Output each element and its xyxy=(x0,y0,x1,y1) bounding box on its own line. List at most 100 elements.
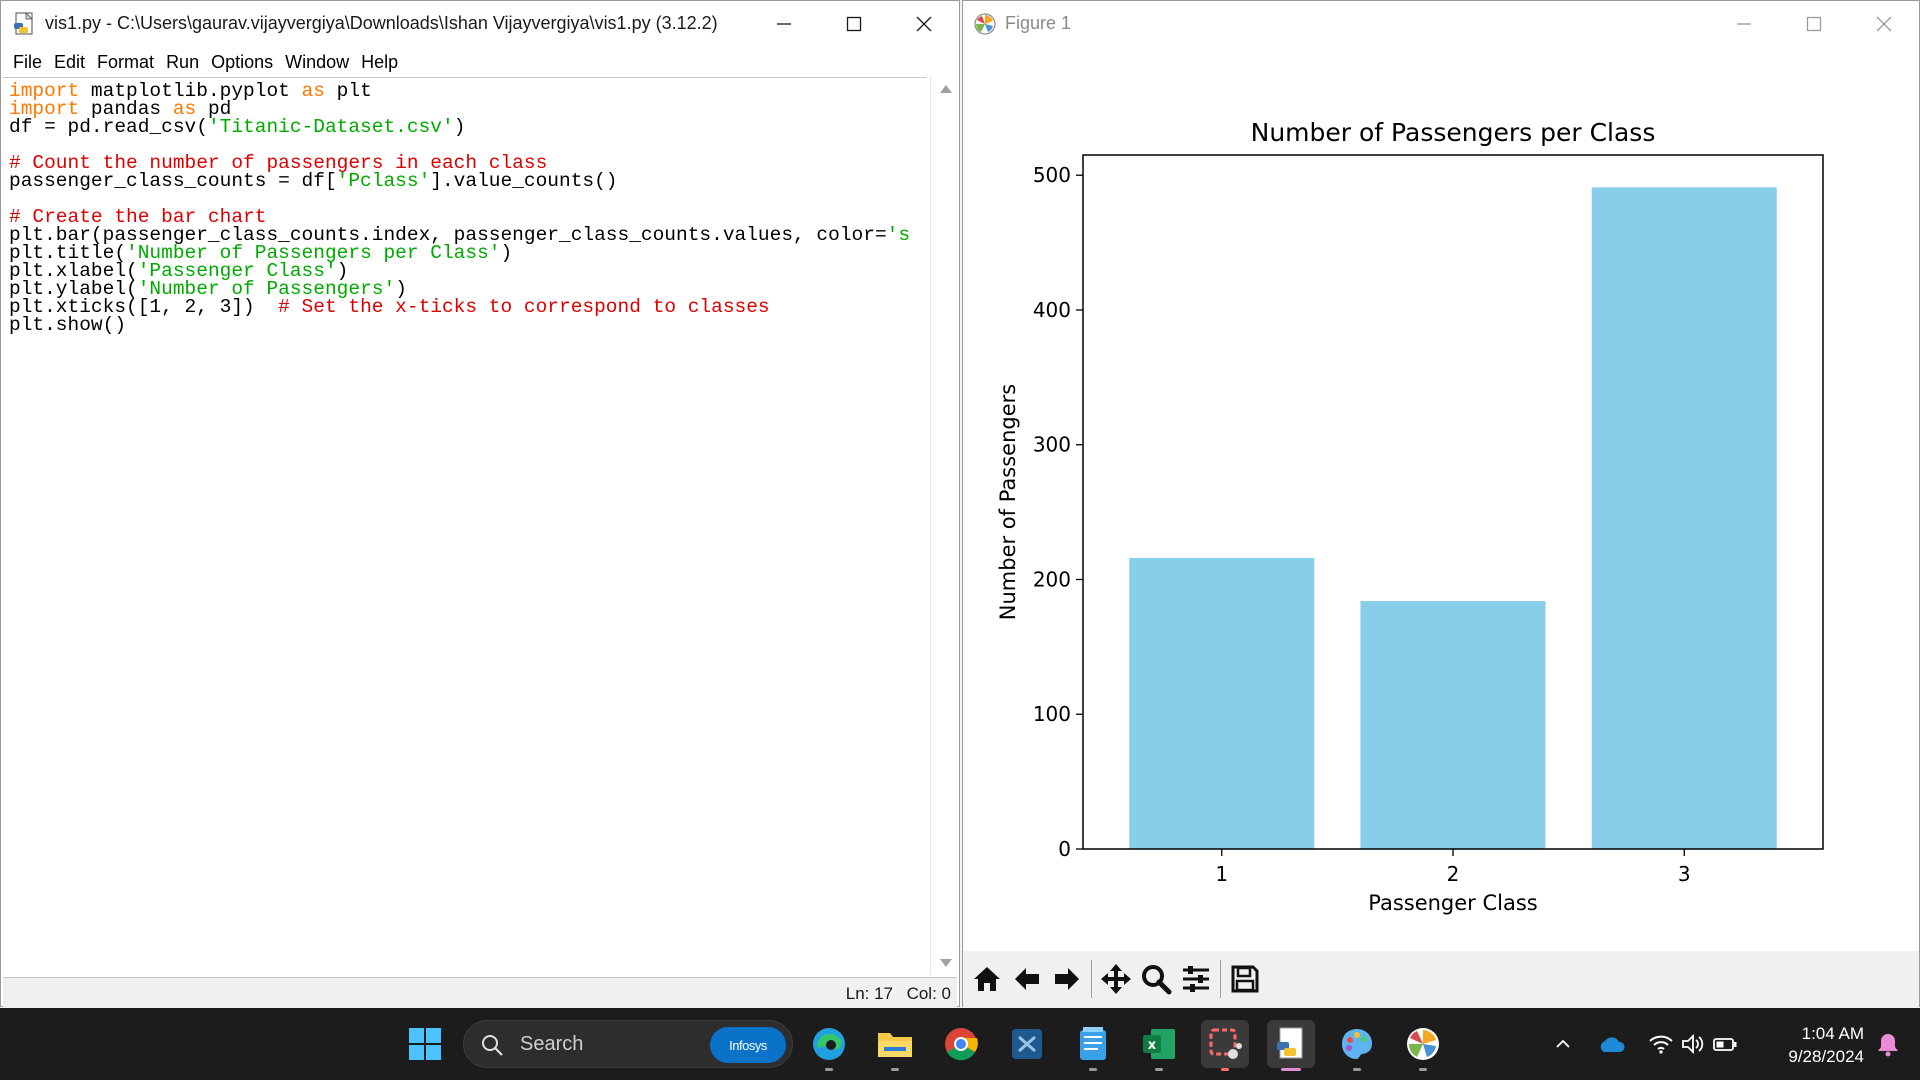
window-title: vis1.py - C:\Users\gaurav.vijayvergiya\D… xyxy=(45,13,718,33)
code-line[interactable]: # Count the number of passengers in each… xyxy=(9,152,910,174)
configure-subplots-button[interactable] xyxy=(1176,959,1216,999)
search-label: Search xyxy=(520,1033,584,1055)
start-button[interactable] xyxy=(401,1020,449,1068)
scroll-down-arrow-icon[interactable] xyxy=(940,959,952,967)
bar-class-1 xyxy=(1129,557,1315,849)
figure-title: Figure 1 xyxy=(1005,13,1072,33)
chevron-up-icon[interactable] xyxy=(1552,1033,1574,1055)
menu-options[interactable]: Options xyxy=(211,51,274,72)
notification-bell-icon[interactable] xyxy=(1876,1032,1900,1058)
code-token: 's xyxy=(886,224,911,246)
infosys-badge[interactable]: Infosys xyxy=(710,1027,786,1063)
y-tick-label: 0 xyxy=(1058,837,1071,861)
volume-icon[interactable] xyxy=(1680,1033,1706,1055)
minimize-icon xyxy=(777,22,791,25)
code-token: pandas xyxy=(79,98,173,120)
plot-canvas[interactable]: Number of Passengers per Class 0 100 200 30… xyxy=(963,46,1919,951)
code-line[interactable]: plt.bar(passenger_class_counts.index, pa… xyxy=(9,224,910,246)
menu-edit[interactable]: Edit xyxy=(54,51,86,72)
code-line[interactable]: plt.show() xyxy=(9,314,910,336)
figure-window: Figure 1 Number of Passengers per Class … xyxy=(962,0,1920,1007)
python-file-icon xyxy=(14,11,34,35)
code-token: plt.title( xyxy=(9,242,127,264)
idle-titlebar[interactable]: vis1.py - C:\Users\gaurav.vijayvergiya\D… xyxy=(1,1,959,46)
code-line[interactable]: plt.xticks([1, 2, 3]) # Set the x-ticks … xyxy=(9,296,910,318)
code-token: 'Titanic-Dataset.csv' xyxy=(207,116,454,138)
home-icon xyxy=(974,967,1000,991)
code-line[interactable]: df = pd.read_csv('Titanic-Dataset.csv') xyxy=(9,116,910,138)
menu-help[interactable]: Help xyxy=(361,51,399,72)
chart-title: Number of Passengers per Class xyxy=(1251,118,1656,147)
code-line[interactable]: passenger_class_counts = df['Pclass'].va… xyxy=(9,170,910,192)
taskbar-edge[interactable] xyxy=(805,1020,853,1071)
code-token: plt.xlabel( xyxy=(9,260,138,282)
close-button[interactable] xyxy=(889,1,959,46)
y-tick-label: 400 xyxy=(1033,298,1071,322)
search-icon xyxy=(482,1035,503,1056)
figure-minimize-button[interactable] xyxy=(1709,1,1779,46)
menu-window[interactable]: Window xyxy=(285,51,350,72)
figure-close-button[interactable] xyxy=(1849,1,1919,46)
onedrive-icon[interactable] xyxy=(1598,1034,1626,1054)
taskbar-snipping-tool[interactable] xyxy=(1201,1020,1249,1071)
taskbar-python-idle[interactable] xyxy=(1267,1020,1315,1071)
forward-button[interactable] xyxy=(1047,959,1087,999)
code-token: as xyxy=(301,80,325,102)
taskbar-search[interactable]: Search Infosys xyxy=(463,1020,793,1068)
code-token: df = pd.read_csv( xyxy=(9,116,208,138)
vertical-scrollbar[interactable] xyxy=(930,77,958,975)
menu-run[interactable]: Run xyxy=(166,51,200,72)
taskbar-notepad[interactable] xyxy=(1069,1020,1117,1071)
menu-file[interactable]: File xyxy=(13,51,43,72)
code-line[interactable]: plt.title('Number of Passengers per Clas… xyxy=(9,242,910,264)
figure-maximize-button[interactable] xyxy=(1779,1,1849,46)
taskbar-chrome[interactable] xyxy=(937,1020,985,1068)
maximize-button[interactable] xyxy=(819,1,889,46)
y-axis-label: Number of Passengers xyxy=(996,384,1020,620)
code-editor[interactable]: import matplotlib.pyplot as plt import pa… xyxy=(3,77,927,975)
code-token: # Count the number of passengers in each… xyxy=(9,152,548,174)
minimize-icon xyxy=(1737,22,1751,25)
menu-format[interactable]: Format xyxy=(97,51,155,72)
taskbar-excel[interactable]: x xyxy=(1135,1020,1183,1071)
zoom-icon xyxy=(1142,965,1172,995)
code-token: plt xyxy=(324,80,372,102)
battery-icon[interactable] xyxy=(1712,1033,1738,1055)
figure-toolbar xyxy=(963,951,1919,1007)
taskbar-file-explorer[interactable] xyxy=(871,1020,919,1071)
code-token: plt.bar(passenger_class_counts.index, pa… xyxy=(9,224,887,246)
code-line[interactable]: plt.xlabel('Passenger Class') xyxy=(9,260,910,282)
code-token: plt.show() xyxy=(9,314,127,336)
toolbar-separator xyxy=(1220,960,1221,998)
scroll-up-arrow-icon[interactable] xyxy=(940,85,952,93)
code-text[interactable]: import matplotlib.pyplot as plt import pa… xyxy=(9,80,910,336)
arrow-right-icon xyxy=(1055,968,1079,990)
code-line[interactable]: # Create the bar chart xyxy=(9,206,910,228)
wifi-icon[interactable] xyxy=(1648,1033,1674,1055)
taskbar-paint[interactable] xyxy=(1333,1020,1381,1071)
code-token: plt.xticks([1, 2, 3]) xyxy=(9,296,279,318)
close-icon xyxy=(916,16,932,31)
taskbar-matplotlib[interactable] xyxy=(1399,1020,1447,1071)
code-token: ].value_counts() xyxy=(430,170,618,192)
figure-titlebar[interactable]: Figure 1 xyxy=(963,1,1919,46)
code-line[interactable]: import pandas as pd xyxy=(9,98,910,120)
bar-class-2 xyxy=(1360,601,1546,849)
system-clock[interactable]: 1:04 AM 9/28/2024 xyxy=(1788,1022,1864,1068)
home-button[interactable] xyxy=(967,959,1007,999)
zoom-button[interactable] xyxy=(1136,959,1176,999)
back-button[interactable] xyxy=(1007,959,1047,999)
taskbar-vscode[interactable] xyxy=(1003,1020,1051,1068)
x-axis-label: Passenger Class xyxy=(1368,891,1538,915)
maximize-icon xyxy=(1806,16,1822,31)
code-line[interactable]: import matplotlib.pyplot as plt xyxy=(9,80,910,102)
sliders-icon xyxy=(1183,966,1209,992)
save-figure-button[interactable] xyxy=(1225,959,1265,999)
pan-button[interactable] xyxy=(1096,959,1136,999)
minimize-button[interactable] xyxy=(749,1,819,46)
arrow-left-icon xyxy=(1015,968,1039,990)
code-token: # Create the bar chart xyxy=(9,206,267,228)
save-icon xyxy=(1231,965,1259,993)
code-line[interactable]: plt.ylabel('Number of Passengers') xyxy=(9,278,910,300)
clock-time: 1:04 AM xyxy=(1801,1024,1864,1043)
